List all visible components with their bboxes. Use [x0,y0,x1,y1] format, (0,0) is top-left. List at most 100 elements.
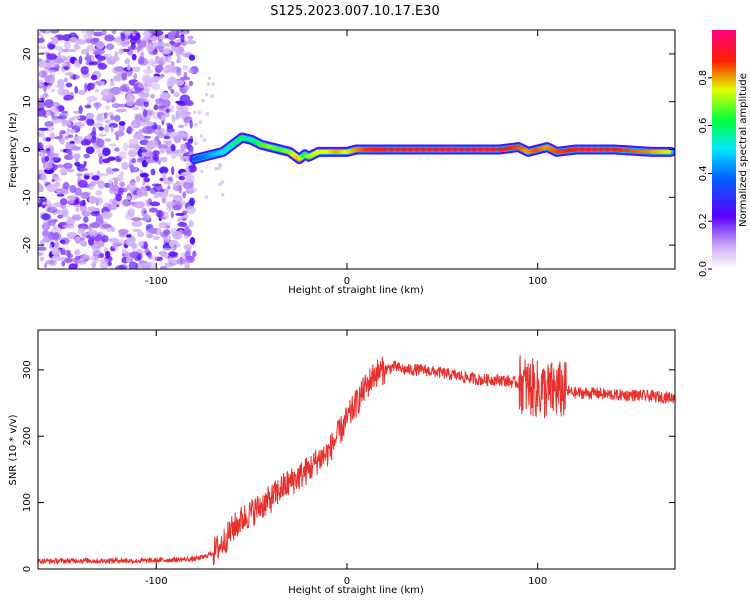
noise-blob [94,88,100,93]
ridge-point [394,147,402,152]
noise-blob [84,82,88,92]
noise-blob [74,86,79,94]
noise-blob [104,138,112,142]
noise-blob [188,187,197,193]
noise-blob [81,254,85,259]
noise-blob [200,169,204,174]
noise-blob [168,259,179,266]
noise-blob [85,146,95,154]
spectrogram-ridge [189,132,675,165]
noise-blob [139,172,149,178]
ridge-point [381,147,389,152]
noise-blob [173,135,182,144]
noise-blob [136,254,142,261]
noise-blob [136,97,148,102]
noise-blob [120,39,129,48]
ridge-point [591,147,599,152]
noise-blob [64,257,73,264]
colorbar-tick-label: 0.6 [698,118,709,134]
noise-blob [80,192,90,199]
noise-blob [180,135,191,139]
noise-blob [38,61,48,68]
noise-blob [103,112,108,119]
noise-blob [61,261,65,267]
noise-blob [44,111,52,117]
noise-blob [80,140,88,146]
noise-blob [73,135,84,144]
noise-blob [188,80,194,87]
noise-blob [187,255,194,262]
noise-blob [98,133,107,137]
noise-blob [148,30,158,34]
ridge-point [388,147,395,152]
noise-blob [143,68,153,74]
noise-blob [177,110,187,118]
noise-blob [44,263,48,269]
noise-blob [140,261,152,269]
noise-blob [74,262,79,268]
noise-blob [38,127,49,131]
noise-blob [106,203,118,211]
noise-blob [125,257,131,263]
ridge-point [610,147,618,152]
noise-blob [155,210,165,218]
noise-blob [172,231,183,240]
noise-blob [88,195,97,205]
noise-blob [204,195,209,199]
noise-blob [171,114,176,123]
noise-blob [47,219,57,226]
noise-blob [157,159,161,165]
noise-blob [166,125,174,133]
noise-blob [166,54,172,63]
noise-blob [76,45,81,50]
noise-blob [78,105,83,114]
noise-blob [160,114,165,121]
noise-blob [38,252,44,257]
ridge-point [400,147,408,152]
noise-blob [69,140,75,145]
noise-blob [114,130,125,137]
noise-blob [42,162,53,170]
noise-blob [167,176,173,182]
noise-blob [168,138,172,147]
noise-blob [144,214,151,221]
noise-blob [164,188,169,195]
noise-blob [103,53,113,57]
y-tick-label: 20 [22,48,33,61]
noise-blob [183,244,192,251]
noise-blob [49,30,60,34]
noise-blob [79,200,86,207]
noise-blob [49,132,55,140]
noise-blob [40,97,45,102]
noise-blob [62,49,70,53]
x-tick-label: 0 [344,576,350,587]
noise-blob [110,55,120,62]
noise-blob [148,207,158,213]
noise-blob [153,156,158,161]
noise-blob [95,196,104,205]
noise-blob [91,207,100,212]
noise-blob [69,36,78,43]
noise-blob [186,39,197,45]
noise-blob [183,181,192,190]
noise-blob [132,32,136,37]
noise-blob [146,224,154,229]
noise-blob [59,112,69,117]
noise-blob [143,76,150,83]
noise-blob [79,237,85,241]
noise-blob [180,143,188,151]
colorbar-tick-label: 0.2 [698,213,709,229]
ridge-point [616,147,624,152]
noise-blob [121,161,129,170]
noise-blob [80,240,87,246]
noise-blob [170,244,177,251]
noise-blob [75,39,87,45]
snr-y-ticks: 0 100 200 300 [22,360,675,572]
noise-blob [143,241,148,250]
noise-blob [67,148,73,156]
snr-x-label: Height of straight line (km) [288,585,424,596]
noise-blob [115,135,119,141]
noise-blob [164,34,169,39]
noise-blob [151,183,162,187]
noise-blob [102,94,114,99]
